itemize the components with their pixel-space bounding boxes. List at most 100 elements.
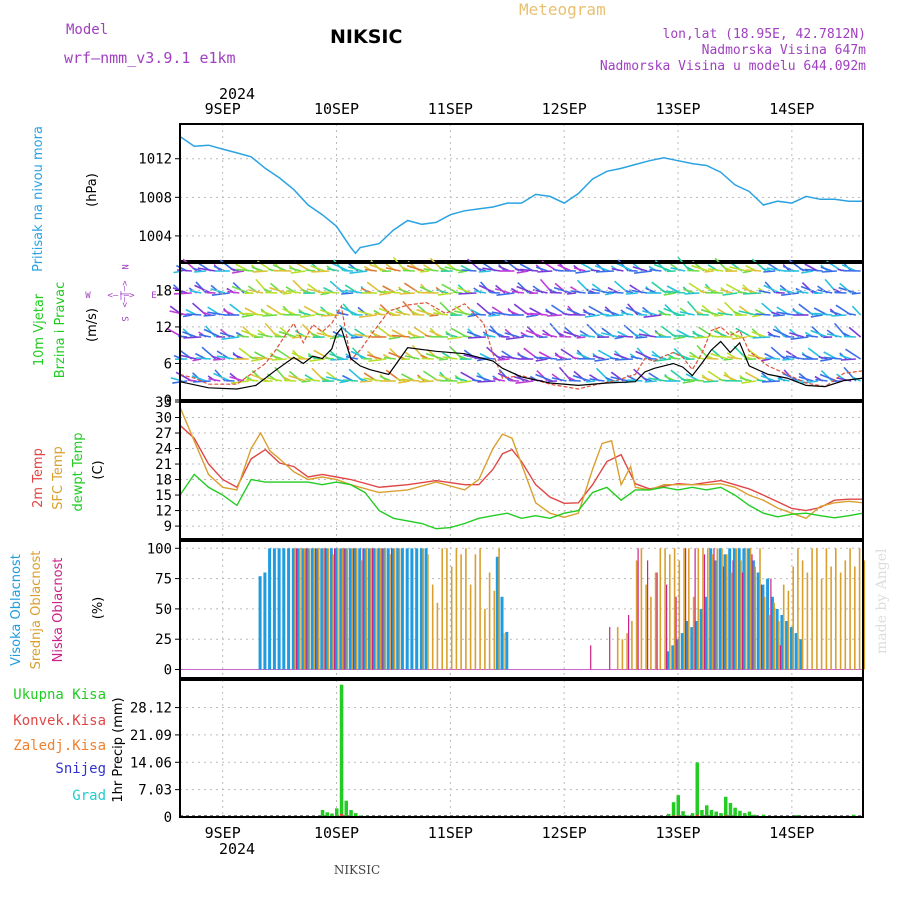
- watermark: made by Angel: [874, 548, 890, 654]
- wind-barb: [214, 369, 226, 382]
- x-tick-top: 12SEP: [542, 100, 587, 118]
- wind-barb: [195, 281, 207, 294]
- cloud-mid-bar: [498, 548, 500, 670]
- cloud-high-bar: [263, 572, 267, 670]
- wind-barb: [586, 380, 596, 383]
- compass-arrows-h: <–|–>: [107, 291, 135, 301]
- cloud-high-bar: [732, 548, 736, 670]
- sfc-temp-line: [179, 406, 864, 520]
- wind-barb: [269, 286, 287, 294]
- wind-barb: [636, 347, 648, 360]
- plot-layer: 1012100810041812603330272421181512910075…: [130, 100, 866, 842]
- cloud-high-bar: [396, 548, 400, 670]
- cloud-mid-bar: [688, 548, 690, 670]
- wind-barb: [341, 292, 354, 295]
- wind-barb: [477, 267, 487, 272]
- wind-barb: [192, 267, 202, 272]
- cloud-mid-bar: [621, 639, 624, 670]
- wind-barb: [533, 356, 544, 360]
- x-tick-bottom: 13SEP: [655, 824, 700, 842]
- cloud-high-bar: [296, 548, 300, 670]
- wind-barb: [617, 335, 634, 338]
- cloud-mid-bar: [398, 548, 401, 670]
- wind-barb: [663, 292, 676, 296]
- wind-barb: [649, 268, 662, 272]
- wind-barb: [364, 268, 377, 272]
- wind-barb: [701, 376, 714, 382]
- cloud-mid-bar: [341, 548, 344, 670]
- year-bottom: 2024: [219, 840, 255, 858]
- cloud-mid-bar: [474, 554, 477, 670]
- wind-barb: [401, 378, 420, 382]
- cloud-high-bar: [315, 548, 319, 670]
- cloud-mid-bar: [436, 602, 439, 670]
- x-tick-bottom: 12SEP: [542, 824, 587, 842]
- wind-barb: [241, 329, 259, 338]
- wind-barb: [183, 336, 202, 339]
- cloud-high-bar: [728, 548, 732, 670]
- wind-label-1: 10m Vjetar: [32, 293, 47, 366]
- wind-barb: [202, 311, 212, 316]
- wind-barb: [249, 356, 259, 360]
- wind-barb: [236, 334, 249, 338]
- precip-total-bar: [747, 811, 752, 817]
- wind-barb: [686, 300, 700, 316]
- wind-barb: [576, 352, 591, 360]
- wind-barb: [342, 379, 358, 382]
- precip-total-bar: [761, 814, 766, 817]
- temp-ytick-label: 15: [155, 488, 172, 504]
- wind-barb: [568, 379, 581, 382]
- wind-barb: [751, 331, 767, 338]
- precip-total-bar: [752, 814, 756, 817]
- wind-barb: [480, 281, 492, 294]
- wind-barb: [291, 336, 302, 339]
- wind-barb: [467, 336, 486, 339]
- wind-barb: [604, 309, 620, 316]
- cloud-low-bar: [694, 548, 696, 670]
- wind-barb: [478, 284, 496, 294]
- cloud-mid-bar: [327, 548, 330, 670]
- wind-barb: [526, 314, 539, 318]
- cloud-mid-bar: [664, 548, 666, 670]
- wind-barb: [453, 291, 463, 294]
- wind-barb: [766, 267, 785, 272]
- precip-total-bar: [335, 808, 339, 817]
- wind-barb: [594, 265, 610, 272]
- wind-ytick-label: 6: [164, 356, 172, 372]
- wind-barb: [614, 336, 624, 340]
- wind-barb: [472, 379, 482, 382]
- precip-ytick-label: 28.12: [130, 701, 172, 717]
- precip-total-bar: [339, 684, 344, 817]
- wind-barb: [817, 289, 833, 294]
- cloud-mid-bar: [844, 560, 847, 670]
- precip-total-bar: [320, 810, 325, 817]
- wind-barb: [499, 369, 511, 382]
- wind-barb: [438, 358, 449, 361]
- wind-barb: [821, 270, 837, 273]
- wind-barb: [288, 374, 306, 382]
- wind-barb: [629, 289, 648, 294]
- cloud-high-bar: [339, 548, 343, 670]
- wind-barb: [591, 288, 610, 294]
- cloud-mid-bar: [294, 548, 296, 670]
- wind-barb: [554, 354, 567, 360]
- cloud-high-bar: [258, 576, 262, 670]
- dewpoint-line: [179, 473, 864, 530]
- sfc-temp-label: SFC Temp: [51, 446, 66, 510]
- wind-barb: [814, 312, 833, 316]
- wind-barb: [625, 292, 638, 295]
- wind-barb: [595, 270, 615, 273]
- cloud-low-bar: [666, 584, 668, 670]
- wind-barb: [271, 358, 287, 361]
- wind-barb: [643, 314, 662, 318]
- cloud-high-bar: [718, 548, 722, 670]
- wind-barb: [197, 267, 216, 272]
- wind-barb: [520, 268, 539, 272]
- wind-barb: [310, 265, 325, 272]
- wind-barb: [366, 354, 382, 360]
- wind-barb: [782, 358, 795, 361]
- wind-barb: [470, 313, 486, 316]
- wind-barb: [251, 358, 264, 362]
- cloud-high-bar: [680, 633, 684, 670]
